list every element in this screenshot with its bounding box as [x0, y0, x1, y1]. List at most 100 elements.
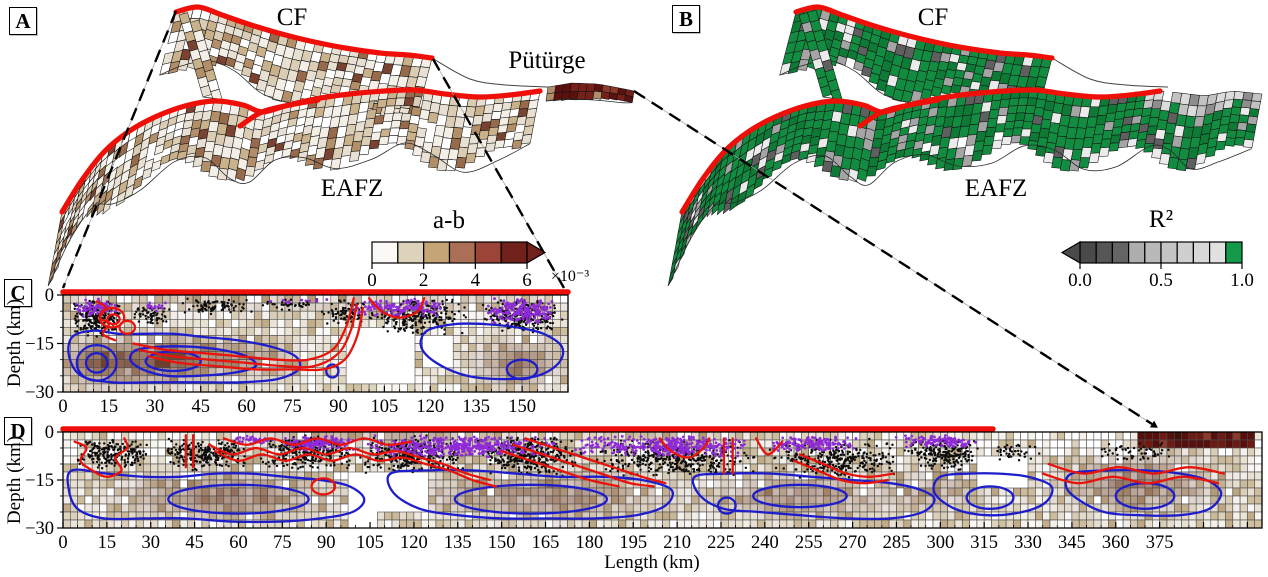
x-tick-label: 315 [970, 533, 998, 553]
x-tick-label: 225 [707, 533, 735, 553]
fault-trace-line [1051, 57, 1169, 88]
colorbar-title-r2: R² [1148, 206, 1174, 233]
contour-blue [167, 483, 310, 515]
y-tick-label: 0 [45, 286, 54, 306]
x-tick-label: 180 [576, 533, 604, 553]
y-tick-label: −15 [25, 471, 54, 491]
contour-blue [66, 468, 366, 524]
x-tick-label: 30 [141, 533, 160, 553]
x-tick-label: 90 [317, 533, 336, 553]
panel-label-c: C [4, 279, 32, 307]
panel-label-a: A [9, 7, 37, 35]
x-tick-label: 255 [795, 533, 823, 553]
contour-red [1041, 472, 1220, 485]
contour-blue [325, 363, 340, 379]
contour-blue [965, 485, 1015, 510]
fault-trace-line [431, 57, 549, 88]
contour-blue [716, 496, 737, 515]
x-tick-label: 330 [1014, 533, 1042, 553]
x-tick-label: 120 [400, 533, 428, 553]
contour-red [754, 437, 784, 456]
section-d: 0 15 30 45 60 75 90 105 120 135 150 165 180 195 210 225… [25, 423, 1263, 553]
contour-red [95, 300, 117, 342]
contour-red [1047, 462, 1226, 475]
x-tick-label: 165 [532, 533, 560, 553]
colorbar-tick-label: 6 [522, 270, 532, 291]
contour-red [367, 297, 426, 319]
x-tick-label: 210 [663, 533, 691, 553]
dashed-connector [431, 58, 566, 289]
x-tick-label: 135 [462, 397, 490, 417]
contour-red [98, 306, 126, 329]
contour-red [132, 297, 355, 362]
contour-red [512, 443, 655, 488]
contour-blue [67, 329, 302, 384]
x-tick-label: 0 [58, 533, 67, 553]
x-tick-label: 285 [883, 533, 911, 553]
fault-label-puturge: Pütürge [508, 47, 586, 74]
seismicity-dots-purple [74, 297, 554, 325]
contour-red [118, 319, 137, 335]
contour-red [222, 437, 413, 446]
contour-red [798, 453, 895, 478]
x-tick-label: 30 [146, 397, 165, 417]
x-tick-label: 270 [839, 533, 867, 553]
y-axis-label-c: Depth (km) [4, 298, 25, 388]
fault-label-cf-b: CF [917, 4, 949, 31]
x-tick-label: 150 [488, 533, 516, 553]
x-tick-label: 360 [1102, 533, 1130, 553]
contour-red [147, 306, 365, 372]
colorbar-tick-label: 0 [367, 270, 377, 291]
colorbar-tick-label: 0.5 [1149, 270, 1173, 291]
contour-red [658, 437, 711, 459]
x-tick-label: 120 [416, 397, 444, 417]
colorbar-title-ab: a-b [433, 207, 465, 234]
colorbar-exponent-label: ×10⁻³ [550, 268, 590, 285]
contour-blue [691, 472, 936, 521]
y-tick-label: 0 [45, 423, 54, 443]
contour-red [73, 437, 129, 478]
contour-blue [419, 322, 565, 381]
dashed-connector [633, 89, 1153, 426]
x-tick-label: 15 [100, 397, 119, 417]
contour-red [500, 450, 620, 488]
contour-red [208, 443, 492, 482]
panel-b-mesh [667, 7, 1263, 287]
connector-arrowhead [1149, 420, 1158, 428]
fault-label-cf-a: CF [276, 4, 308, 31]
x-tick-label: 90 [329, 397, 348, 417]
x-tick-label: 45 [191, 397, 210, 417]
x-tick-label: 60 [229, 533, 248, 553]
colorbar-ab: 0 2 4 6 [367, 240, 547, 291]
rupture-red-line [857, 97, 941, 129]
colorbar-arrow [1060, 240, 1081, 265]
contour-blue [386, 468, 675, 520]
contour-blue [1064, 468, 1223, 517]
x-tick-label: 60 [237, 397, 256, 417]
contour-red [792, 459, 889, 485]
y-axis-label-d: Depth (km) [4, 435, 25, 525]
x-tick-label: 150 [508, 397, 536, 417]
x-tick-label: 15 [98, 533, 117, 553]
x-tick-label: 0 [58, 397, 67, 417]
section-c: 0 15 30 45 60 75 90 105 120 135 150 0 −15 −30 [25, 286, 571, 417]
contour-red [106, 313, 121, 326]
x-tick-label: 105 [370, 397, 398, 417]
colorbar-r2: 0.0 0.5 1.0 [1060, 240, 1254, 291]
contour-blue [932, 472, 1054, 517]
x-tick-label: 300 [926, 533, 954, 553]
y-tick-label: −15 [25, 335, 54, 355]
x-tick-label: 195 [619, 533, 647, 553]
x-axis-label-d: Length (km) [604, 552, 700, 573]
rupture-red-line [173, 4, 435, 61]
x-tick-label: 45 [185, 533, 204, 553]
x-tick-label: 135 [444, 533, 472, 553]
x-tick-label: 105 [356, 533, 384, 553]
rupture-red-line [237, 97, 321, 129]
y-tick-label: −30 [25, 519, 54, 539]
contour-red [523, 437, 667, 485]
colorbar-tick-label: 4 [471, 270, 481, 291]
contour-blue [505, 358, 539, 381]
